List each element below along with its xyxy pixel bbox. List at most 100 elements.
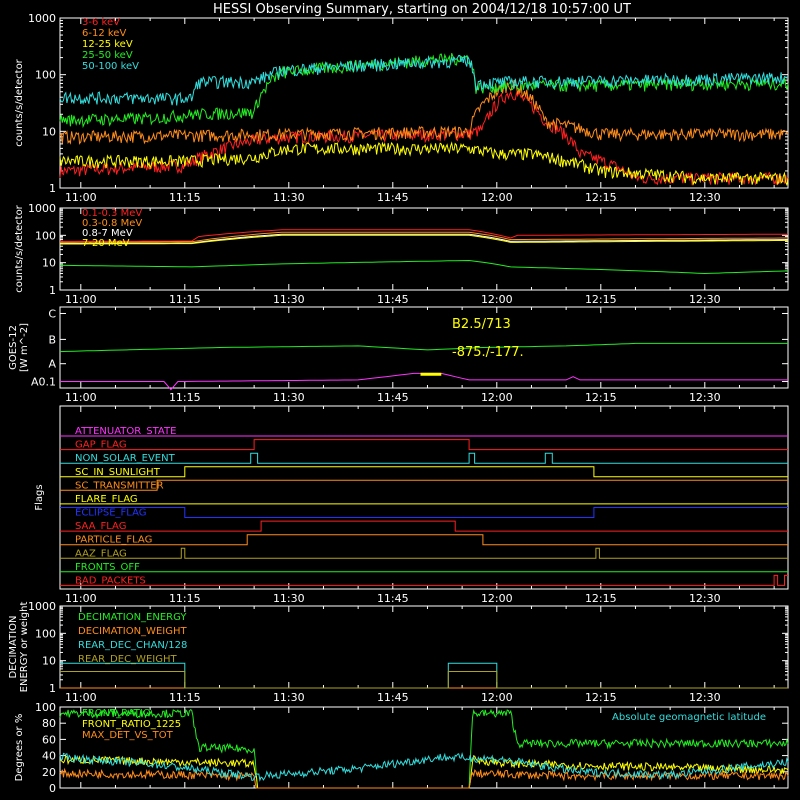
panel-frame bbox=[59, 405, 789, 590]
x-tick-label: 11:45 bbox=[377, 293, 409, 306]
x-tick-label: 11:15 bbox=[169, 191, 201, 204]
series-line bbox=[60, 229, 788, 242]
series-line bbox=[60, 662, 788, 689]
flag-label: NON_SOLAR_EVENT bbox=[75, 453, 176, 464]
flag-label: AAZ_FLAG bbox=[75, 548, 127, 559]
x-tick-label: 12:15 bbox=[585, 592, 617, 605]
y-tick-label: 1 bbox=[49, 182, 56, 195]
series-line bbox=[60, 234, 789, 245]
series-line bbox=[60, 534, 788, 546]
y-tick-label: 1 bbox=[49, 284, 56, 297]
x-tick-label: 12:00 bbox=[481, 592, 513, 605]
x-tick-label: 12:15 bbox=[585, 391, 617, 404]
x-tick-label: 11:45 bbox=[377, 391, 409, 404]
y-tick-label: 1000 bbox=[28, 202, 56, 215]
y-axis-label: DECIMATION bbox=[8, 615, 19, 678]
legend-entry: 25-50 keV bbox=[82, 50, 133, 61]
chart-annotation: B2.5/713 bbox=[452, 317, 511, 332]
y-tick-label: 1000 bbox=[28, 600, 56, 613]
legend-entry: REAR_DEC_WEIGHT bbox=[78, 654, 177, 665]
x-tick-label: 11:00 bbox=[65, 191, 97, 204]
chart-annotation: -875./-177. bbox=[452, 345, 524, 360]
flag-label: BAD_PACKETS bbox=[75, 575, 146, 586]
y-tick-label: 1 bbox=[49, 682, 56, 695]
x-tick-label: 11:45 bbox=[377, 691, 409, 704]
legend-entry: FRONT_RATIO bbox=[82, 708, 151, 719]
y-tick-label: 10 bbox=[42, 257, 56, 270]
y-tick-label: 10 bbox=[42, 655, 56, 668]
panel-frame bbox=[59, 306, 789, 389]
x-tick-label: 11:00 bbox=[65, 293, 97, 306]
series-line bbox=[60, 439, 788, 451]
y-tick-label: 60 bbox=[42, 733, 56, 746]
series-line bbox=[60, 507, 788, 518]
x-tick-label: 11:30 bbox=[273, 691, 305, 704]
y-tick-label: 80 bbox=[42, 717, 56, 730]
y-tick-label: A0.1 bbox=[31, 376, 56, 389]
panel-frame bbox=[59, 17, 789, 189]
y-tick-label: B bbox=[48, 333, 56, 346]
flag-label: ECLIPSE_FLAG bbox=[75, 508, 146, 519]
series-line bbox=[59, 342, 788, 353]
x-tick-label: 12:30 bbox=[689, 691, 721, 704]
series-line bbox=[59, 767, 789, 789]
x-tick-label: 12:15 bbox=[585, 691, 617, 704]
x-tick-label: 11:00 bbox=[65, 691, 97, 704]
legend-entry: DECIMATION_ENERGY bbox=[78, 612, 187, 623]
y-tick-label: 100 bbox=[35, 229, 56, 242]
x-tick-label: 12:30 bbox=[689, 293, 721, 306]
x-tick-label: 11:30 bbox=[273, 592, 305, 605]
legend-entry: 6-12 keV bbox=[82, 28, 126, 39]
series-line bbox=[59, 54, 789, 106]
series-line bbox=[59, 53, 789, 129]
flag-label: SC_IN_SUNLIGHT bbox=[75, 467, 161, 478]
legend-entry: 0.3-0.8 MeV bbox=[82, 218, 142, 229]
panel-goes: A0.1 ABC 11:00 11:15 11:30 11:45 12:00 12:15 12:… bbox=[8, 306, 789, 404]
panel-ratios: 0 20 40 60 80 100 Degrees or % FRONT_RATIOFRONT… bbox=[14, 701, 789, 795]
legend-entry: Absolute geomagnetic latitude bbox=[612, 712, 766, 723]
y-axis-label: Flags bbox=[34, 484, 45, 510]
x-tick-label: 11:45 bbox=[377, 191, 409, 204]
y-axis-label: ENERGY or weight bbox=[19, 602, 30, 693]
legend-entry: MAX_DET_VS_TOT bbox=[82, 730, 174, 741]
panel-rates_low: 1 10 100 1000 11:00 11:15 11:30 11:45 12:00 12:15… bbox=[14, 12, 789, 204]
flag-label: FLARE_FLAG bbox=[75, 494, 138, 505]
legend-entry: 7-20 MeV bbox=[82, 238, 130, 249]
x-tick-label: 11:15 bbox=[169, 691, 201, 704]
y-tick-label: 1000 bbox=[28, 12, 56, 25]
x-tick-label: 11:30 bbox=[273, 293, 305, 306]
legend-entry: 0.8-7 MeV bbox=[82, 228, 133, 239]
series-line bbox=[60, 466, 788, 478]
series-line bbox=[60, 574, 788, 586]
y-tick-label: 40 bbox=[42, 750, 56, 763]
x-tick-label: 12:30 bbox=[689, 391, 721, 404]
y-axis-label: counts/s/detector bbox=[14, 204, 25, 292]
x-tick-label: 11:00 bbox=[65, 592, 97, 605]
flag-label: ATTENUATOR_STATE bbox=[75, 426, 176, 437]
series-line bbox=[59, 259, 789, 275]
y-tick-label: C bbox=[48, 307, 56, 320]
y-tick-label: 100 bbox=[35, 627, 56, 640]
flag-label: FRONTS_OFF bbox=[75, 562, 140, 573]
series-line bbox=[60, 372, 788, 391]
series-line bbox=[60, 452, 788, 464]
y-tick-label: 0 bbox=[49, 782, 56, 795]
series-line bbox=[60, 479, 788, 491]
series-line bbox=[60, 671, 788, 689]
y-axis-label: Degrees or % bbox=[14, 714, 25, 782]
x-tick-label: 12:15 bbox=[585, 293, 617, 306]
series-line bbox=[59, 751, 789, 782]
series-line bbox=[60, 520, 788, 532]
series-line bbox=[60, 547, 788, 559]
x-tick-label: 12:30 bbox=[689, 592, 721, 605]
x-tick-label: 12:00 bbox=[481, 691, 513, 704]
x-tick-label: 12:00 bbox=[481, 293, 513, 306]
legend-entry: FRONT_RATIO_1225 bbox=[82, 719, 181, 730]
x-tick-label: 12:00 bbox=[481, 391, 513, 404]
panel-flags: 11:00 11:15 11:30 11:45 12:00 12:15 12:30 Flags… bbox=[34, 405, 789, 605]
y-axis-label: GOES-12 bbox=[8, 325, 19, 370]
flag-label: PARTICLE_FLAG bbox=[75, 535, 152, 546]
x-tick-label: 12:30 bbox=[689, 191, 721, 204]
y-tick-label: 10 bbox=[42, 125, 56, 138]
